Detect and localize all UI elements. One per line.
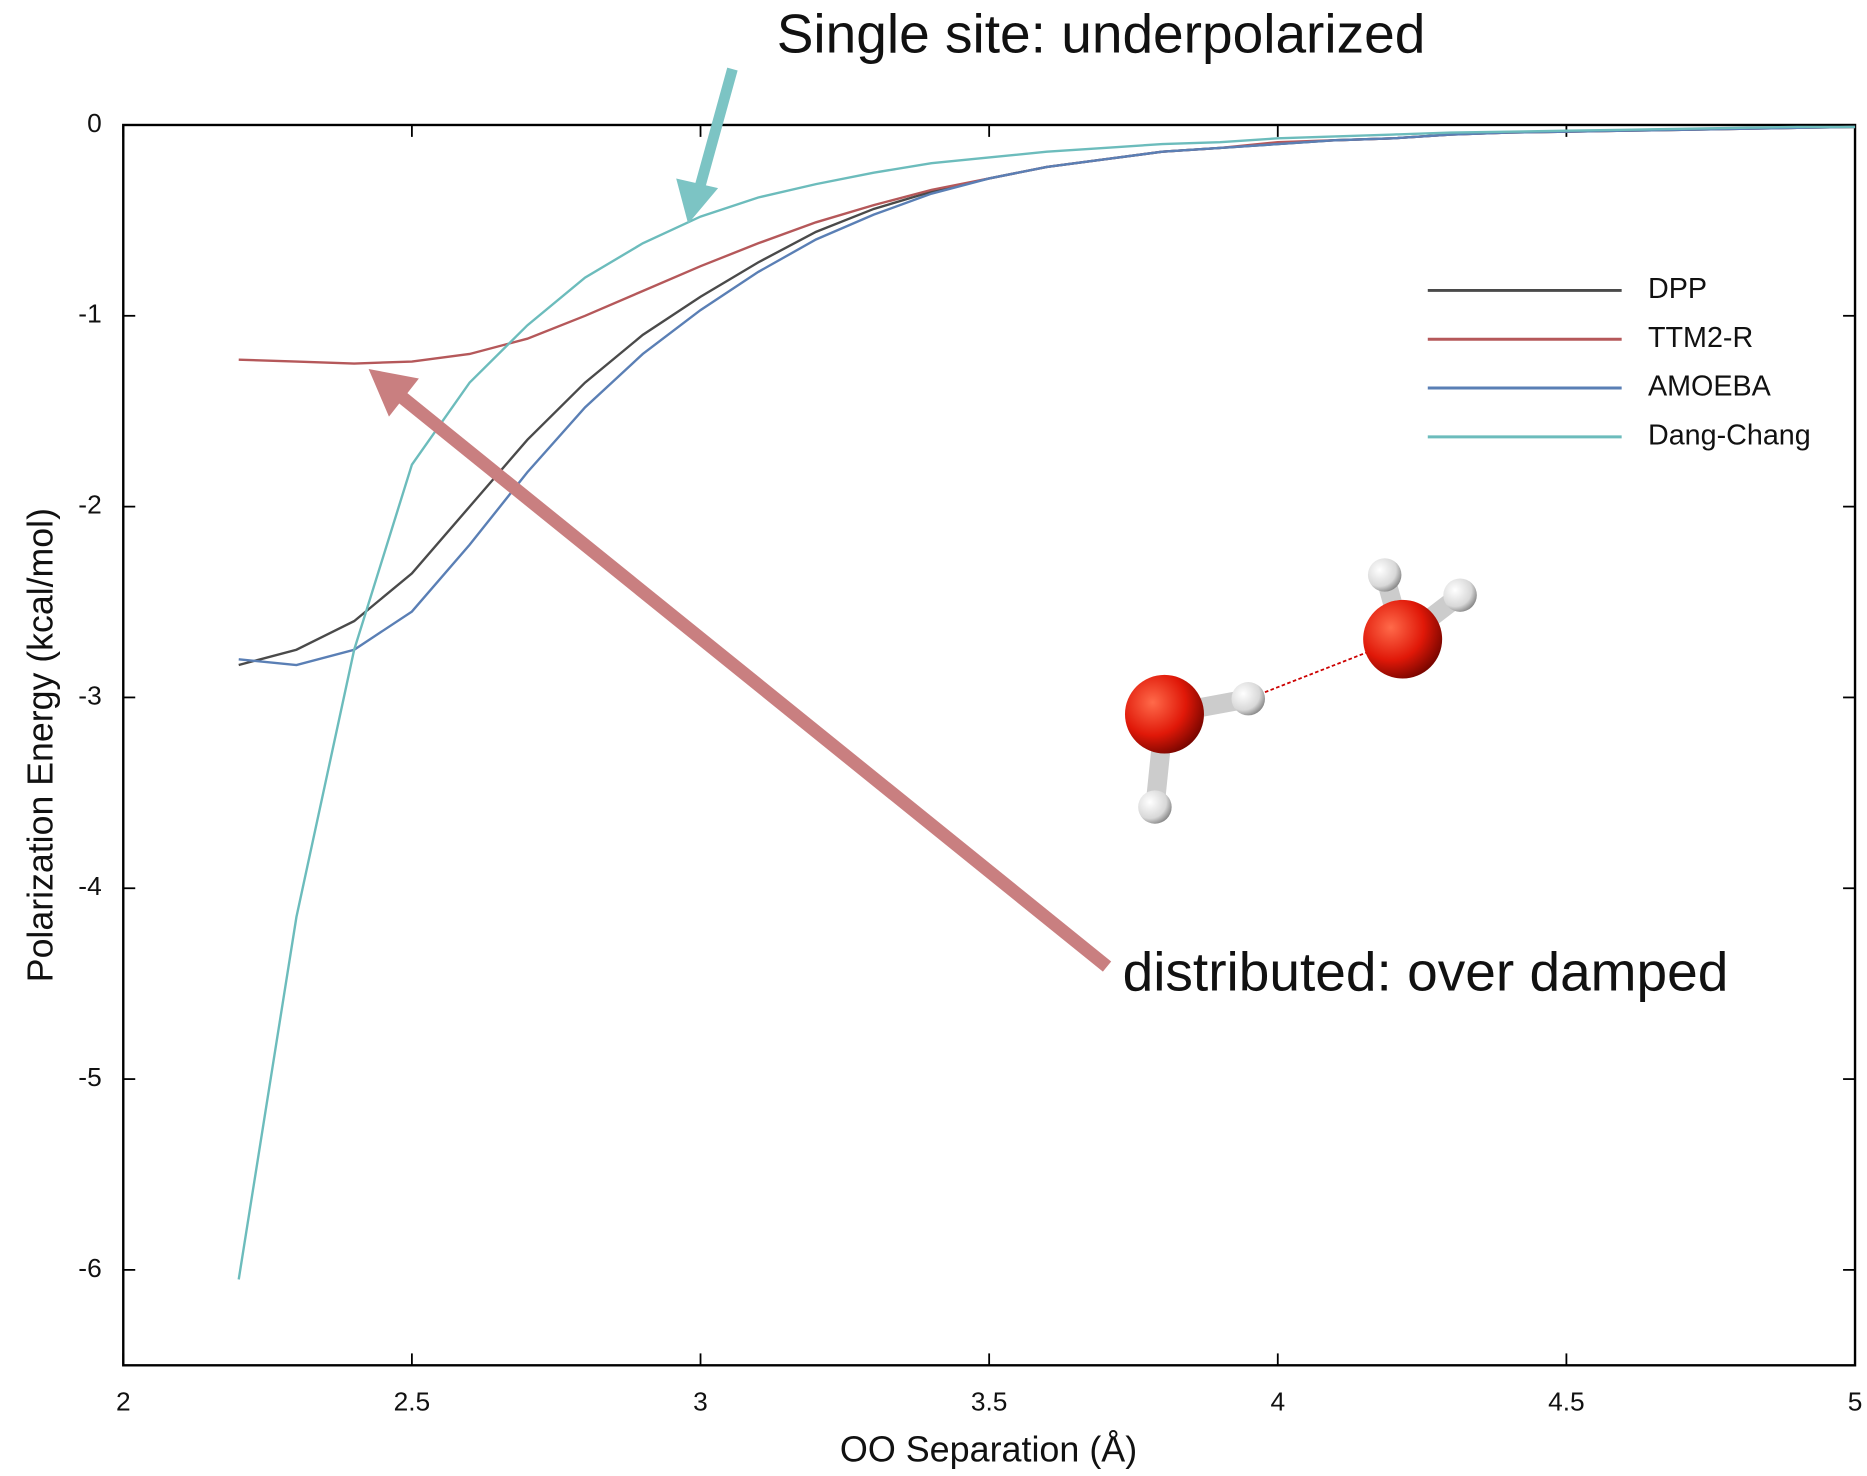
arrows <box>368 67 1112 972</box>
hydrogen-atom <box>1231 682 1266 716</box>
series-line <box>238 125 1856 667</box>
y-tick-label: -3 <box>78 680 101 710</box>
x-tick-label: 4 <box>1270 1386 1285 1416</box>
molecule <box>1124 558 1477 824</box>
y-tick-label: -6 <box>78 1253 101 1283</box>
x-tick-label: 2.5 <box>394 1386 431 1416</box>
hydrogen-atom <box>1443 578 1477 612</box>
series-line <box>238 125 1856 365</box>
x-tick-label: 3 <box>693 1386 708 1416</box>
hydrogen-bond <box>1247 647 1377 700</box>
y-tick-label: -1 <box>78 299 101 329</box>
hydrogen-atom <box>1138 790 1172 824</box>
annotation: Single site: underpolarized <box>777 3 1426 65</box>
legend-label: AMOEBA <box>1648 371 1772 403</box>
legend-label: Dang-Chang <box>1648 419 1811 451</box>
x-tick-label: 4.5 <box>1548 1386 1585 1416</box>
annotation: distributed: over damped <box>1123 941 1729 1003</box>
legend-label: DPP <box>1648 273 1707 305</box>
plot-frame <box>122 123 1857 1367</box>
legend-label: TTM2-R <box>1648 322 1753 354</box>
x-tick-label: 5 <box>1848 1386 1863 1416</box>
arrow-shaft <box>693 67 738 192</box>
hydrogen-atom <box>1367 558 1402 592</box>
oxygen-atom <box>1124 674 1204 754</box>
oxygen-atom <box>1363 599 1443 679</box>
y-tick-label: -4 <box>78 871 101 901</box>
x-axis-label: OO Separation (Å) <box>840 1430 1137 1470</box>
plot-area: 0 -1 -2 -3 -4 -5 -6 2 2.5 3 3.5 4 4.5 5 DPP TTM2-R AMOEB… <box>78 108 1862 1416</box>
y-tick-label: -5 <box>78 1062 101 1092</box>
arrow-shaft <box>396 391 1112 972</box>
x-tick-label: 2 <box>116 1386 131 1416</box>
arrow-head <box>676 178 719 224</box>
series-line <box>237 125 1856 1280</box>
y-tick-label: 0 <box>87 108 102 138</box>
y-axis-label: Polarization Energy (kcal/mol) <box>20 508 60 982</box>
series-line <box>238 125 1856 667</box>
x-tick-label: 3.5 <box>971 1386 1008 1416</box>
arrow-head <box>368 369 419 417</box>
y-tick-label: -2 <box>78 490 101 520</box>
